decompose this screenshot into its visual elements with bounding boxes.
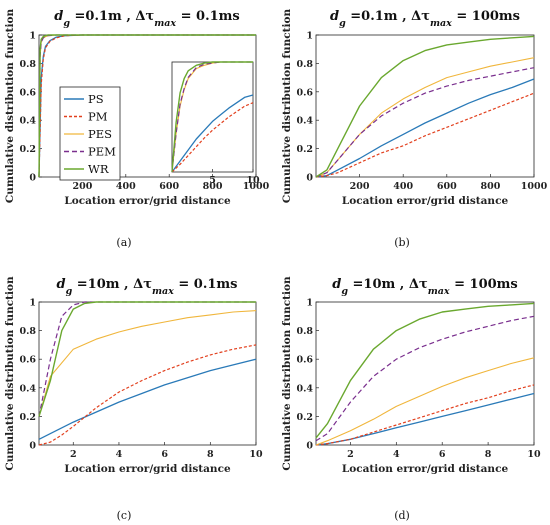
y-tick-label: 0.8 bbox=[296, 326, 313, 337]
panel-tag: (d) bbox=[394, 509, 410, 522]
y-tick-label: 0 bbox=[29, 441, 36, 452]
series-line-wr bbox=[315, 35, 535, 178]
plot-frame bbox=[315, 34, 535, 178]
inset-chart: 5 10 bbox=[171, 61, 260, 186]
panel-tag: (c) bbox=[117, 509, 132, 522]
panel-title: dg =10m , Δτmax = 0.1ms bbox=[57, 277, 238, 297]
x-tick-label: 6 bbox=[161, 449, 168, 460]
series-line-pm bbox=[315, 92, 535, 178]
x-axis-label: Location error/grid distance bbox=[342, 463, 509, 475]
x-tick-label: 4 bbox=[116, 449, 123, 460]
series-line-pm bbox=[315, 384, 535, 446]
x-tick-label: 400 bbox=[116, 181, 136, 192]
x-axis-label: Location error/grid distance bbox=[342, 195, 509, 207]
series-line-wr bbox=[38, 301, 256, 417]
x-tick-label: 10 bbox=[527, 449, 541, 460]
legend-label-pes: PES bbox=[88, 127, 112, 141]
series-line-pes bbox=[38, 310, 257, 417]
x-tick-label: 10 bbox=[249, 449, 263, 460]
x-tick-label: 600 bbox=[437, 181, 457, 192]
inset-x-tick-label: 5 bbox=[209, 175, 216, 186]
series-line-pem bbox=[315, 67, 535, 178]
y-tick-label: 0.2 bbox=[19, 412, 36, 423]
x-tick-label: 1000 bbox=[521, 181, 548, 192]
x-tick-label: 4 bbox=[393, 449, 400, 460]
y-tick-label: 0.2 bbox=[296, 412, 313, 423]
chart-panel-a: 0 0.2 0.4 0.6 0.8 1 200 400 600 800 1000 Location e… bbox=[4, 9, 270, 249]
x-tick-label: 8 bbox=[485, 449, 492, 460]
y-tick-label: 0.6 bbox=[296, 355, 313, 366]
x-tick-label: 200 bbox=[72, 181, 92, 192]
y-tick-label: 0.4 bbox=[296, 116, 313, 127]
inset-series-line-wr bbox=[171, 61, 253, 173]
y-tick-label: 0.8 bbox=[19, 326, 36, 337]
y-tick-label: 0 bbox=[306, 441, 313, 452]
y-tick-label: 1 bbox=[29, 31, 36, 42]
chart-panel-b: 0 0.2 0.4 0.6 0.8 1 200 400 600 800 1000 Location e… bbox=[281, 9, 548, 249]
inset-x-tick-label: 10 bbox=[246, 175, 260, 186]
panel-tag: (a) bbox=[116, 236, 131, 249]
x-tick-label: 800 bbox=[480, 181, 500, 192]
y-axis-label: Cumulative distribution function bbox=[4, 276, 16, 471]
y-tick-label: 0.2 bbox=[296, 144, 313, 155]
y-tick-label: 0 bbox=[306, 173, 313, 184]
x-tick-label: 200 bbox=[350, 181, 370, 192]
y-tick-label: 0.4 bbox=[296, 383, 313, 394]
x-axis-label: Location error/grid distance bbox=[64, 195, 231, 207]
y-tick-label: 0.8 bbox=[19, 59, 36, 70]
x-axis-label: Location error/grid distance bbox=[64, 463, 231, 475]
x-tick-label: 6 bbox=[439, 449, 446, 460]
panel-title: dg =10m , Δτmax = 100ms bbox=[332, 277, 517, 297]
series-line-wr bbox=[315, 302, 535, 439]
chart-panel-c: 0 0.2 0.4 0.6 0.8 1 2 4 6 8 10 Location error/grid … bbox=[4, 276, 263, 522]
series-line-ps bbox=[315, 78, 535, 178]
x-tick-label: 2 bbox=[70, 449, 77, 460]
y-axis-label: Cumulative distribution function bbox=[4, 9, 16, 204]
chart-panel-d: 0 0.2 0.4 0.6 0.8 1 2 4 6 8 10 Location error/grid … bbox=[281, 276, 541, 522]
y-axis-label: Cumulative distribution function bbox=[281, 9, 293, 204]
y-tick-label: 0.2 bbox=[19, 144, 36, 155]
inset-series-line-ps bbox=[171, 94, 254, 173]
x-tick-label: 600 bbox=[159, 181, 179, 192]
x-tick-label: 1000 bbox=[243, 181, 270, 192]
panel-title: dg =0.1m , Δτmax = 0.1ms bbox=[54, 9, 239, 29]
legend-label-wr: WR bbox=[88, 162, 109, 176]
inset-series-line-pm bbox=[171, 102, 254, 173]
series-line-ps bbox=[38, 358, 257, 440]
y-axis-label: Cumulative distribution function bbox=[281, 276, 293, 471]
x-tick-label: 400 bbox=[393, 181, 413, 192]
series-line-pes bbox=[315, 357, 535, 446]
x-tick-label: 8 bbox=[207, 449, 214, 460]
y-tick-label: 0 bbox=[29, 173, 36, 184]
panel-title: dg =0.1m , Δτmax = 100ms bbox=[330, 9, 520, 29]
y-tick-label: 0.6 bbox=[296, 87, 313, 98]
x-tick-label: 2 bbox=[347, 449, 354, 460]
series-line-wr bbox=[38, 34, 256, 178]
legend: PS PM PES PEM WR bbox=[59, 86, 121, 181]
legend-label-ps: PS bbox=[88, 92, 104, 106]
y-tick-label: 1 bbox=[306, 31, 313, 42]
legend-label-pm: PM bbox=[88, 110, 108, 124]
y-tick-label: 0.4 bbox=[19, 116, 36, 127]
y-tick-label: 0.6 bbox=[19, 355, 36, 366]
y-tick-label: 0.6 bbox=[19, 87, 36, 98]
y-tick-label: 1 bbox=[29, 298, 36, 309]
y-tick-label: 1 bbox=[306, 298, 313, 309]
series-line-pm bbox=[38, 344, 257, 446]
y-tick-label: 0.8 bbox=[296, 59, 313, 70]
y-tick-label: 0.4 bbox=[19, 383, 36, 394]
legend-label-pem: PEM bbox=[88, 145, 116, 159]
panel-tag: (b) bbox=[394, 236, 410, 249]
x-tick-label: 800 bbox=[203, 181, 223, 192]
